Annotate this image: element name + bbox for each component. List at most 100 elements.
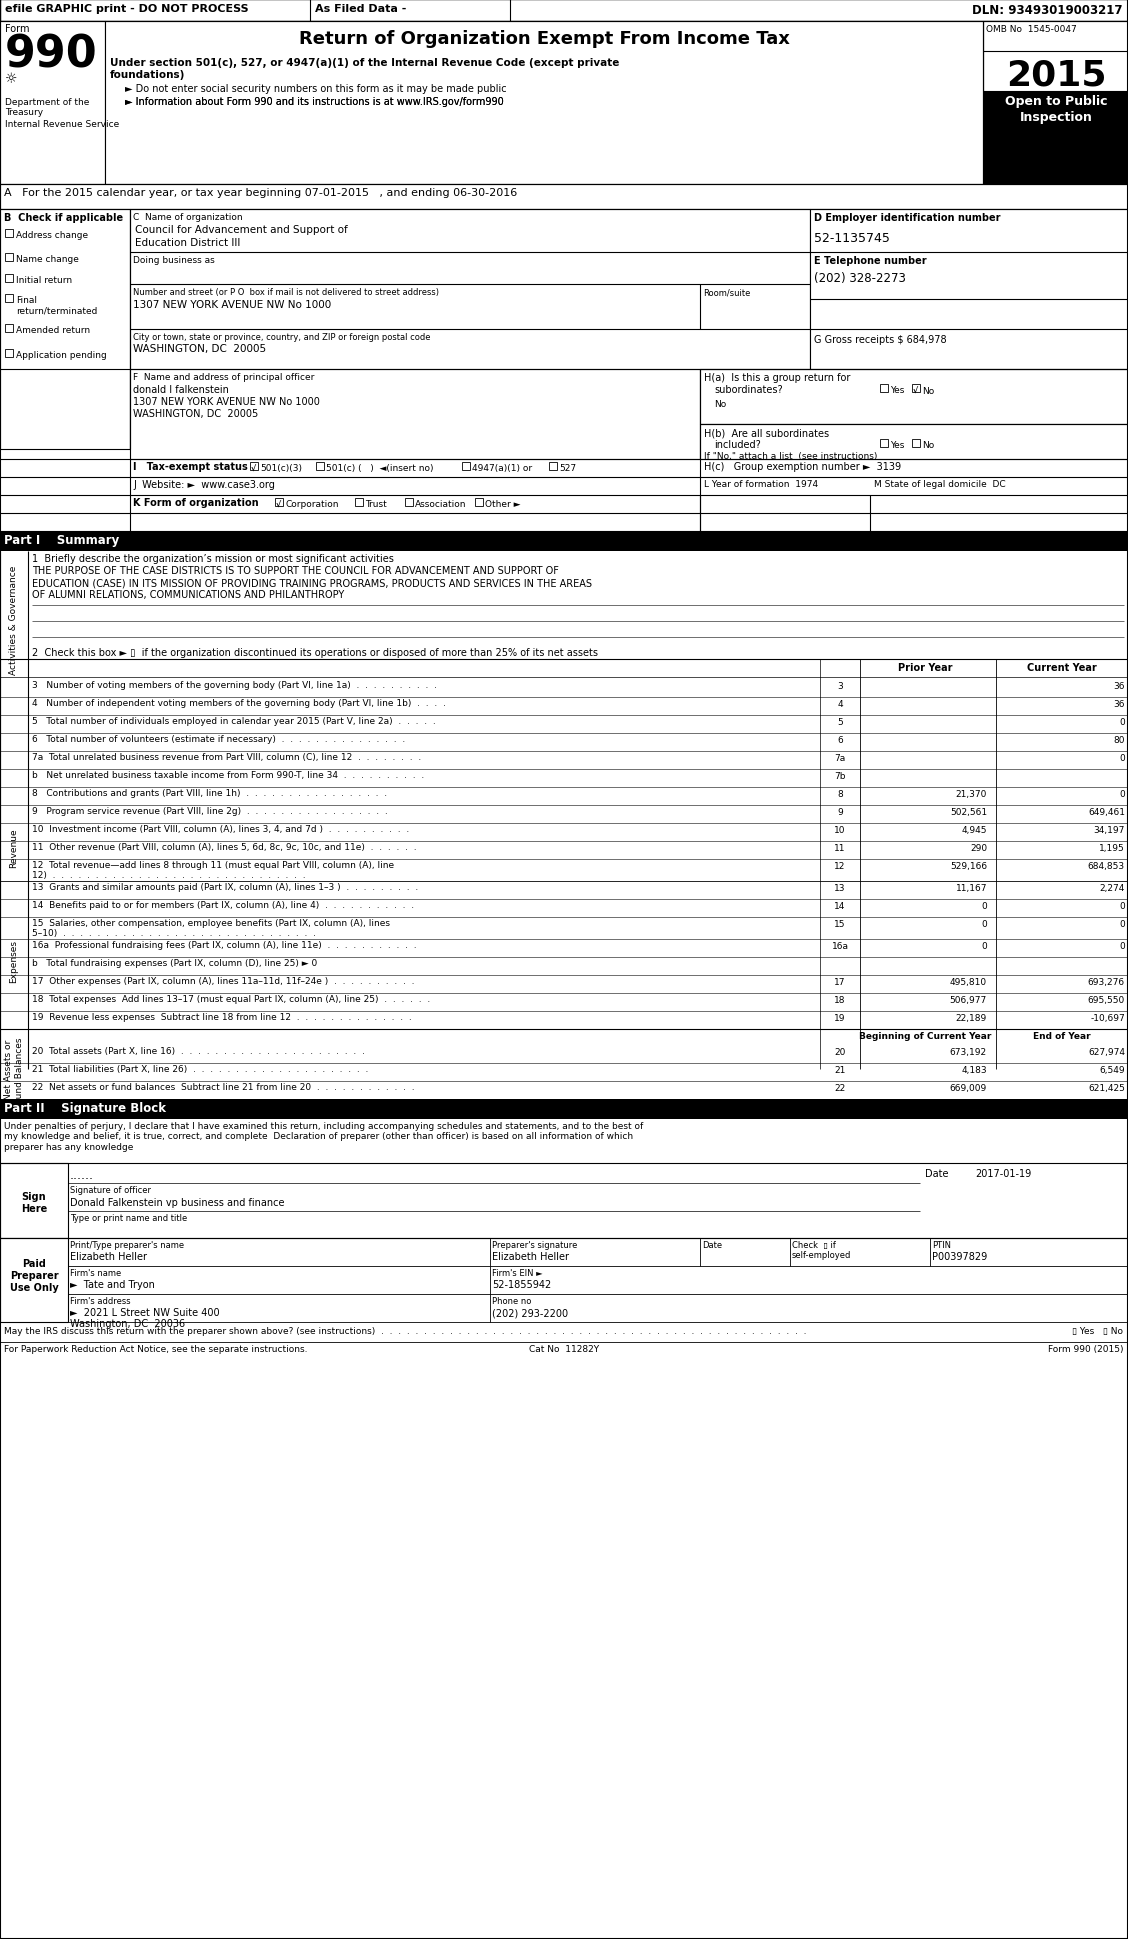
Text: √: √ <box>250 463 256 473</box>
Text: Activities & Governance: Activities & Governance <box>9 564 18 675</box>
Text: 16a: 16a <box>831 942 848 950</box>
Text: 6,549: 6,549 <box>1100 1065 1125 1074</box>
Text: Prior Year: Prior Year <box>898 663 952 673</box>
Text: 621,425: 621,425 <box>1089 1084 1125 1092</box>
Text: Date: Date <box>702 1241 722 1249</box>
Bar <box>105 21 982 184</box>
Text: Current Year: Current Year <box>1028 663 1096 673</box>
Bar <box>130 209 810 450</box>
Text: (202) 293-2200: (202) 293-2200 <box>492 1307 569 1317</box>
Text: 14: 14 <box>835 902 846 911</box>
Text: included?: included? <box>714 440 760 450</box>
Text: foundations): foundations) <box>111 70 185 79</box>
Text: Cat No  11282Y: Cat No 11282Y <box>529 1344 599 1353</box>
Text: 12: 12 <box>835 861 846 871</box>
Text: Beginning of Current Year: Beginning of Current Year <box>858 1032 992 1041</box>
Text: Yes: Yes <box>890 386 905 396</box>
Text: 17: 17 <box>835 977 846 987</box>
Bar <box>130 370 700 460</box>
Text: 36: 36 <box>1113 683 1125 690</box>
Text: 2017-01-19: 2017-01-19 <box>975 1169 1031 1179</box>
Text: E Telephone number: E Telephone number <box>814 256 926 266</box>
Text: As Filed Data -: As Filed Data - <box>315 4 406 14</box>
Text: 669,009: 669,009 <box>950 1084 987 1092</box>
Text: 627,974: 627,974 <box>1089 1047 1125 1057</box>
Text: 1307 NEW YORK AVENUE NW No 1000: 1307 NEW YORK AVENUE NW No 1000 <box>133 397 320 407</box>
Text: 3: 3 <box>837 683 843 690</box>
Bar <box>0 21 105 184</box>
Text: (202) 328-2273: (202) 328-2273 <box>814 271 906 285</box>
Text: Application pending: Application pending <box>16 351 107 361</box>
Bar <box>5 295 14 302</box>
Text: No: No <box>714 399 726 409</box>
Text: 13  Grants and similar amounts paid (Part IX, column (A), lines 1–3 )  .  .  .  : 13 Grants and similar amounts paid (Part… <box>32 882 418 892</box>
Bar <box>0 1239 68 1322</box>
Bar <box>982 91 1128 184</box>
Text: F  Name and address of principal officer: F Name and address of principal officer <box>133 372 315 382</box>
Text: If "No," attach a list  (see instructions): If "No," attach a list (see instructions… <box>704 452 878 461</box>
Text: Council for Advancement and Support of: Council for Advancement and Support of <box>135 225 347 235</box>
Text: Type or print name and title: Type or print name and title <box>70 1214 187 1222</box>
Text: Washington, DC  20036: Washington, DC 20036 <box>70 1319 185 1328</box>
Bar <box>996 715 1128 731</box>
Text: C  Name of organization: C Name of organization <box>133 213 243 221</box>
Text: M State of legal domicile  DC: M State of legal domicile DC <box>874 479 1006 489</box>
Text: 22: 22 <box>835 1084 846 1092</box>
Text: 0: 0 <box>981 942 987 950</box>
Bar <box>0 209 130 450</box>
Text: 15  Salaries, other compensation, employee benefits (Part IX, column (A), lines: 15 Salaries, other compensation, employe… <box>32 919 390 927</box>
Text: 673,192: 673,192 <box>950 1047 987 1057</box>
Bar <box>996 770 1128 785</box>
Text: Association: Association <box>415 500 467 508</box>
Text: 4   Number of independent voting members of the governing body (Part VI, line 1b: 4 Number of independent voting members o… <box>32 698 446 708</box>
Text: 34,197: 34,197 <box>1094 826 1125 834</box>
Bar <box>5 349 14 359</box>
Text: Firm's address: Firm's address <box>70 1297 131 1305</box>
Text: 80: 80 <box>1113 735 1125 745</box>
Bar <box>982 21 1128 184</box>
Text: Date: Date <box>925 1169 949 1179</box>
Bar <box>996 752 1128 768</box>
Text: 0: 0 <box>981 902 987 911</box>
Text: 990: 990 <box>5 35 98 78</box>
Text: 12)  .  .  .  .  .  .  .  .  .  .  .  .  .  .  .  .  .  .  .  .  .  .  .  .  .  : 12) . . . . . . . . . . . . . . . . . . … <box>32 871 306 880</box>
Text: Other ►: Other ► <box>485 500 520 508</box>
Text: 36: 36 <box>1113 700 1125 708</box>
Text: 11,167: 11,167 <box>955 884 987 892</box>
Text: WASHINGTON, DC  20005: WASHINGTON, DC 20005 <box>133 409 258 419</box>
Text: PTIN: PTIN <box>932 1241 951 1249</box>
Text: WASHINGTON, DC  20005: WASHINGTON, DC 20005 <box>133 343 266 353</box>
Bar <box>996 698 1128 714</box>
Text: Number and street (or P O  box if mail is not delivered to street address): Number and street (or P O box if mail is… <box>133 287 439 297</box>
Text: b   Total fundraising expenses (Part IX, column (D), line 25) ► 0: b Total fundraising expenses (Part IX, c… <box>32 958 317 968</box>
Text: Return of Organization Exempt From Income Tax: Return of Organization Exempt From Incom… <box>299 29 790 48</box>
Text: 9   Program service revenue (Part VIII, line 2g)  .  .  .  .  .  .  .  .  .  .  : 9 Program service revenue (Part VIII, li… <box>32 807 388 816</box>
Text: 11: 11 <box>835 843 846 853</box>
Text: No: No <box>922 386 934 396</box>
Text: Part II    Signature Block: Part II Signature Block <box>5 1101 166 1115</box>
Bar <box>5 326 14 334</box>
Text: 5   Total number of individuals employed in calendar year 2015 (Part V, line 2a): 5 Total number of individuals employed i… <box>32 717 435 725</box>
Text: 52-1135745: 52-1135745 <box>814 233 890 244</box>
Text: Open to Public: Open to Public <box>1005 95 1108 109</box>
Text: Treasury: Treasury <box>5 109 43 116</box>
Bar <box>913 440 920 448</box>
Bar <box>5 231 14 238</box>
Text: return/terminated: return/terminated <box>16 306 97 316</box>
Text: G Gross receipts $ 684,978: G Gross receipts $ 684,978 <box>814 335 946 345</box>
Text: 14  Benefits paid to or for members (Part IX, column (A), line 4)  .  .  .  .  .: 14 Benefits paid to or for members (Part… <box>32 900 414 909</box>
Text: Form 990 (2015): Form 990 (2015) <box>1049 1344 1123 1353</box>
Bar <box>700 425 1128 460</box>
Text: 684,853: 684,853 <box>1087 861 1125 871</box>
Text: B  Check if applicable: B Check if applicable <box>5 213 123 223</box>
Bar <box>0 1099 1128 1119</box>
Text: 649,461: 649,461 <box>1089 807 1125 816</box>
Text: 0: 0 <box>1119 942 1125 950</box>
Text: -10,697: -10,697 <box>1091 1014 1125 1022</box>
Text: 0: 0 <box>1119 754 1125 762</box>
Text: 19: 19 <box>835 1014 846 1022</box>
Text: H(a)  Is this a group return for: H(a) Is this a group return for <box>704 372 851 382</box>
Text: I   Tax-exempt status: I Tax-exempt status <box>133 461 248 471</box>
Text: THE PURPOSE OF THE CASE DISTRICTS IS TO SUPPORT THE COUNCIL FOR ADVANCEMENT AND : THE PURPOSE OF THE CASE DISTRICTS IS TO … <box>32 566 558 576</box>
Text: P00397829: P00397829 <box>932 1251 987 1262</box>
